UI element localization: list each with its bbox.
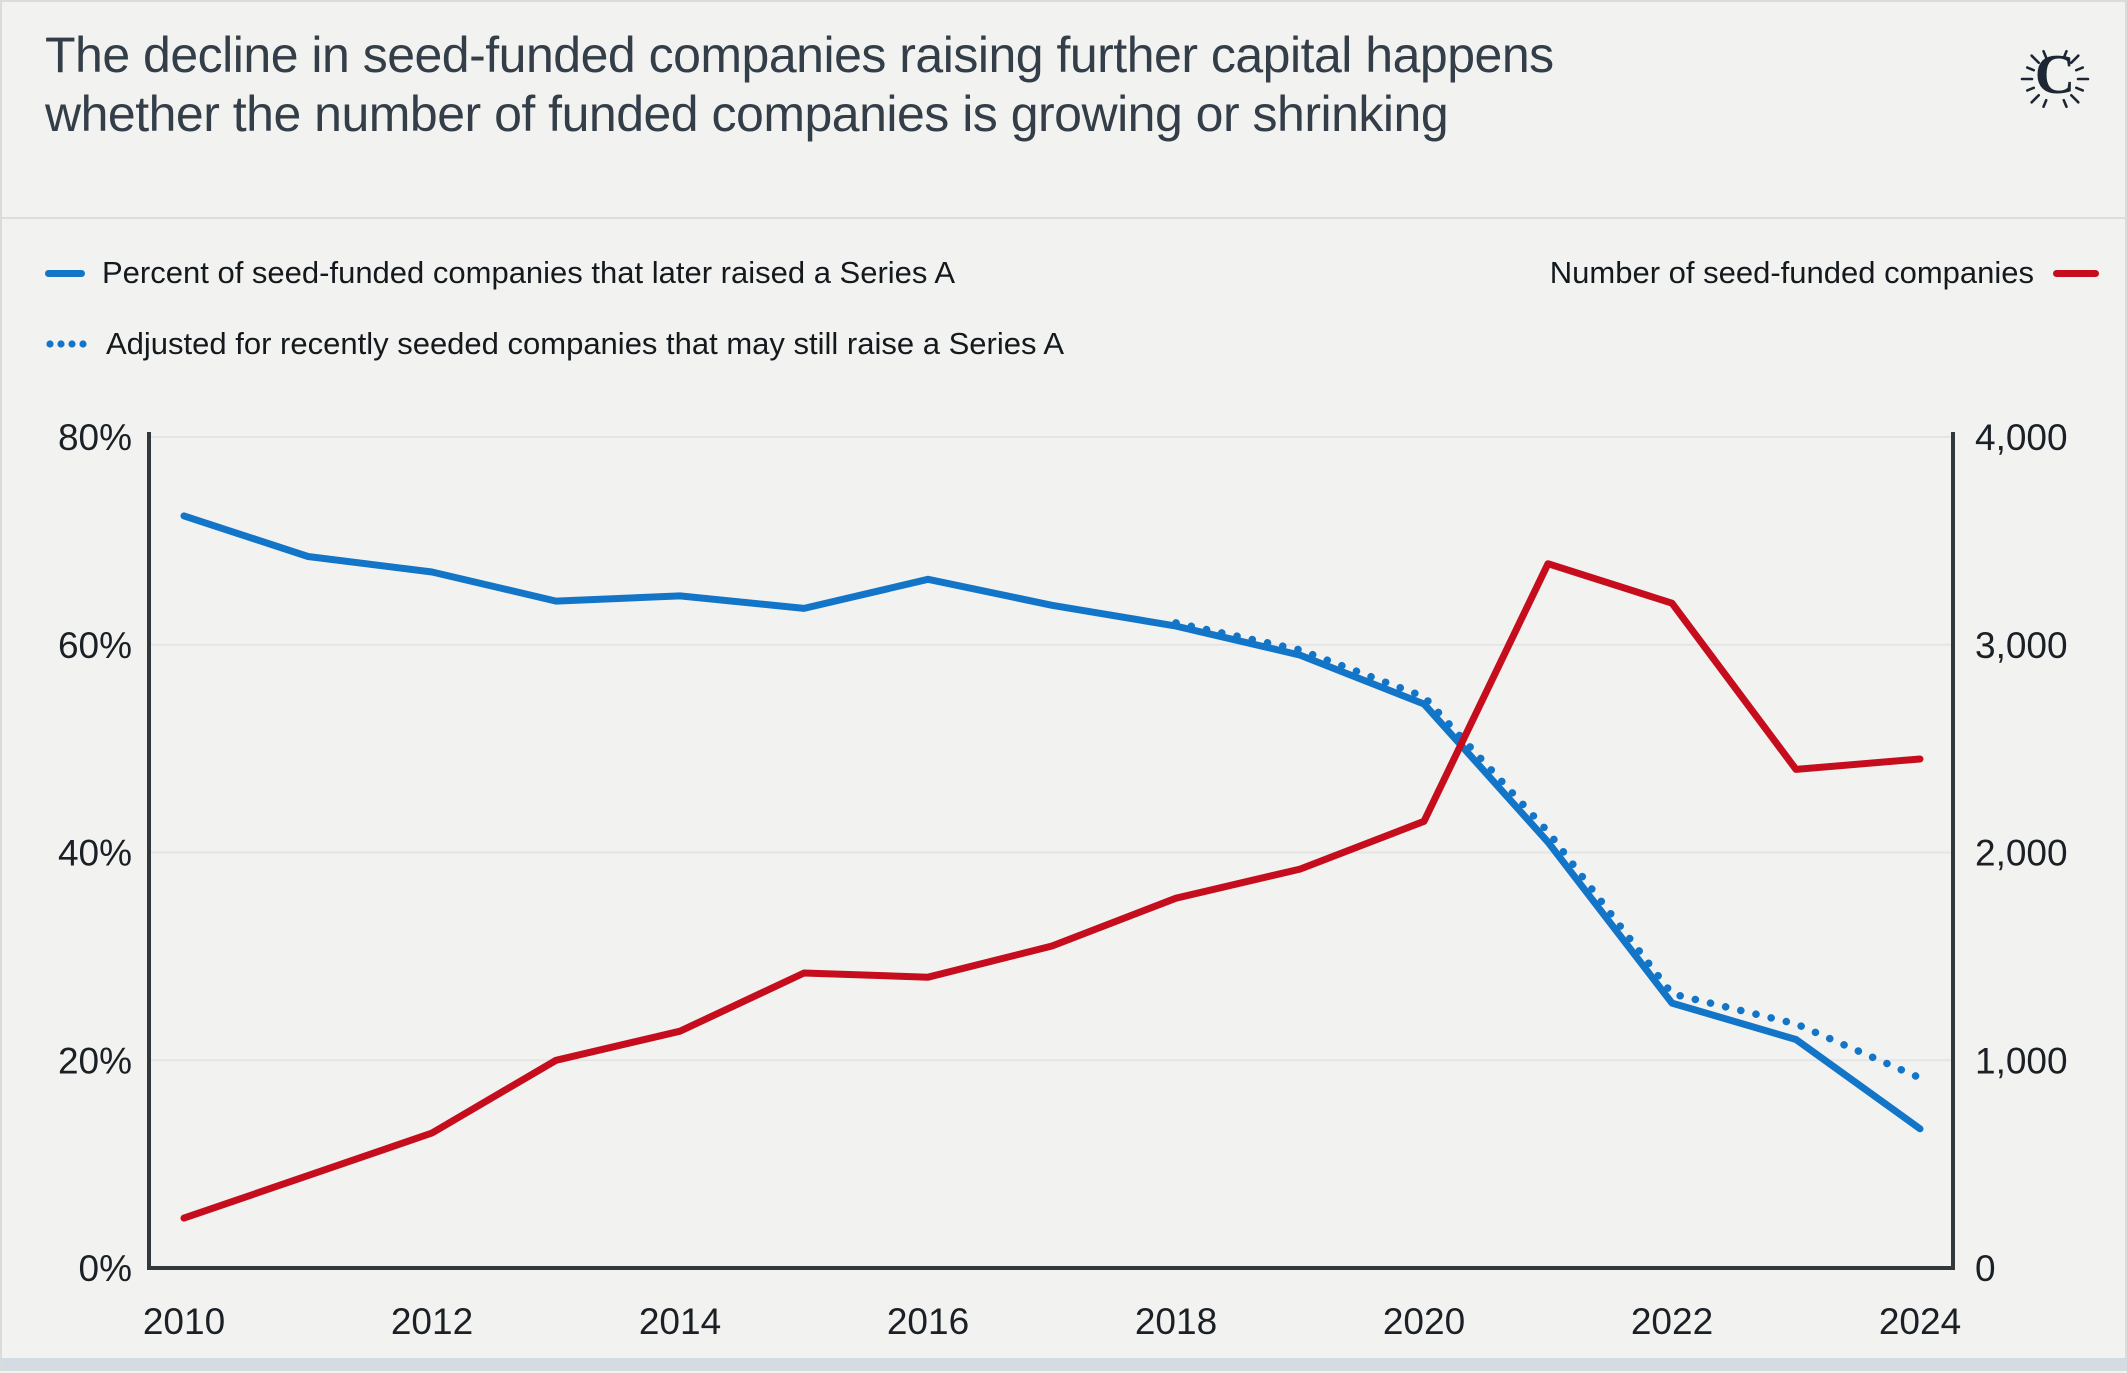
y-axis-right-tick: 0	[1975, 1248, 1996, 1289]
y-axis-right-tick: 2,000	[1975, 833, 2068, 874]
gridlines	[149, 436, 1953, 1062]
legend-item-dotted-blue: Adjusted for recently seeded companies t…	[45, 326, 1064, 362]
x-axis-tick: 2020	[1383, 1301, 1465, 1342]
series-dotted-left	[1172, 619, 1924, 1082]
y-axis-right-tick: 1,000	[1975, 1040, 2068, 1081]
y-axis-left-tick: 60%	[58, 625, 132, 666]
legend-label: Percent of seed-funded companies that la…	[102, 255, 955, 290]
logo-letter: C	[2035, 44, 2075, 106]
axes	[147, 432, 1955, 1270]
y-axis-left-tick: 0%	[79, 1248, 132, 1289]
axis-tick-labels: 0% 20% 40% 60% 80% 0 1,000 2,000 3,000 4,000 2010 2…	[58, 417, 2068, 1342]
y-axis-left-tick: 20%	[58, 1040, 132, 1081]
legend-label: Adjusted for recently seeded companies t…	[106, 326, 1065, 361]
dotted-line-swatch-icon	[46, 340, 87, 348]
x-axis-tick: 2024	[1879, 1301, 1961, 1342]
x-axis-tick: 2012	[391, 1301, 473, 1342]
data-series	[180, 512, 1924, 1222]
header-divider	[2, 217, 2127, 219]
red-line-swatch-icon	[2053, 269, 2099, 277]
series-solid-left	[180, 512, 1924, 1133]
solid-line-swatch-icon	[45, 269, 85, 277]
carta-logo-icon: C	[2020, 44, 2090, 109]
series-solid-right	[180, 560, 1924, 1222]
page-title-line2: whether the number of funded companies i…	[45, 86, 1449, 142]
legend-item-red: Number of seed-funded companies	[1550, 255, 2099, 291]
x-axis-tick: 2016	[887, 1301, 969, 1342]
x-axis-tick: 2022	[1631, 1301, 1713, 1342]
y-axis-right-tick: 4,000	[1975, 417, 2068, 458]
y-axis-left-tick: 80%	[58, 417, 132, 458]
bottom-strip	[2, 1358, 2127, 1369]
y-axis-left-tick: 40%	[58, 833, 132, 874]
page-title-line1: The decline in seed-funded companies rai…	[45, 27, 1554, 83]
x-axis-tick: 2014	[639, 1301, 721, 1342]
page-title: The decline in seed-funded companies rai…	[45, 26, 1945, 144]
legend-item-solid-blue: Percent of seed-funded companies that la…	[45, 255, 955, 291]
x-axis-tick: 2010	[143, 1301, 225, 1342]
y-axis-right-tick: 3,000	[1975, 625, 2068, 666]
x-axis-tick: 2018	[1135, 1301, 1217, 1342]
legend-label: Number of seed-funded companies	[1549, 255, 2034, 290]
